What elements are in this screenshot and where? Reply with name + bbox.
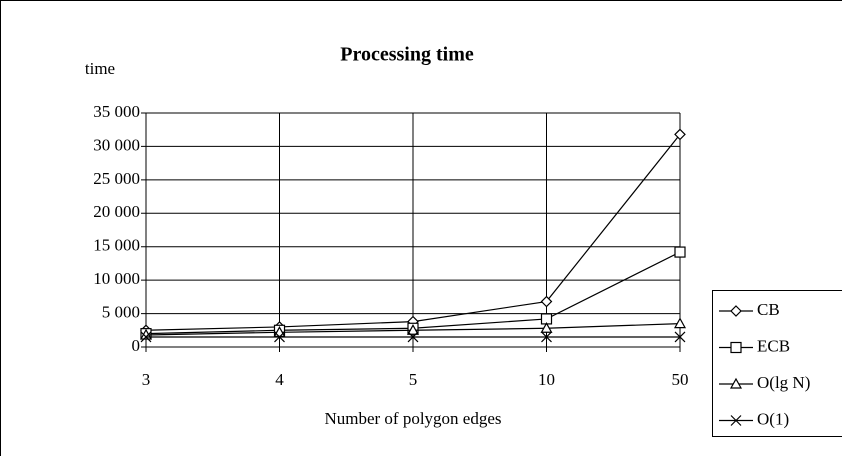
legend-label: O(lg N) [757,373,810,392]
x-tick-label: 5 [409,370,418,389]
chart-title: Processing time [340,44,474,66]
x-tick-label: 3 [142,370,151,389]
x-axis-label: Number of polygon edges [324,409,501,428]
x-tick-label: 10 [538,370,555,389]
y-tick-label: 25 000 [93,169,140,188]
y-tick-label: 20 000 [93,202,140,221]
y-axis-label: time [85,59,115,78]
marker [675,247,685,257]
legend-label: CB [757,300,780,319]
legend-label: O(1) [757,409,789,428]
y-tick-label: 15 000 [93,236,140,255]
y-tick-label: 0 [132,336,141,355]
legend-label: ECB [757,336,790,355]
y-tick-label: 30 000 [93,135,140,154]
y-tick-label: 10 000 [93,269,140,288]
y-tick-label: 35 000 [93,102,140,121]
y-tick-label: 5 000 [102,302,140,321]
marker [731,343,741,353]
x-tick-label: 50 [672,370,689,389]
x-tick-label: 4 [275,370,284,389]
